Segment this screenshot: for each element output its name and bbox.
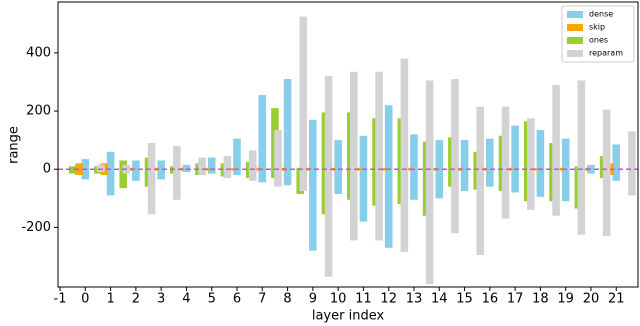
bar <box>299 16 308 192</box>
bar <box>274 129 282 187</box>
bar <box>233 138 241 176</box>
x-tick-label: 21 <box>608 292 625 307</box>
bar <box>527 118 535 210</box>
x-tick-label: 14 <box>431 292 448 307</box>
x-tick-label: 4 <box>182 292 190 307</box>
bar <box>350 71 358 241</box>
bar <box>324 76 333 277</box>
bar <box>612 144 621 181</box>
x-tick-label: 9 <box>309 292 317 307</box>
legend-label: ones <box>589 36 608 45</box>
bar <box>384 105 393 248</box>
x-tick-label: 16 <box>482 292 499 307</box>
bar <box>476 106 485 256</box>
y-tick-label: 200 <box>26 104 51 119</box>
x-tick-label: 7 <box>258 292 266 307</box>
bar <box>511 125 519 193</box>
legend-swatch <box>567 37 583 44</box>
bar <box>602 109 611 237</box>
bar <box>435 140 444 199</box>
bar <box>207 157 216 174</box>
x-tick-label: 3 <box>157 292 165 307</box>
x-tick-label: 13 <box>406 292 423 307</box>
bar <box>309 119 317 251</box>
bar <box>173 145 181 200</box>
x-tick-label: 11 <box>355 292 372 307</box>
legend-box <box>561 5 635 63</box>
bar <box>536 129 545 197</box>
bar <box>425 80 434 285</box>
bar <box>119 160 128 189</box>
bar <box>552 84 560 216</box>
bar <box>106 151 115 196</box>
bar <box>451 79 459 234</box>
legend-swatch <box>567 50 583 57</box>
y-axis-label: range <box>7 126 22 164</box>
x-tick-label: 17 <box>507 292 524 307</box>
x-tick-label: 1 <box>106 292 114 307</box>
bar <box>132 160 140 181</box>
bar <box>248 150 257 181</box>
legend-label: skip <box>589 23 605 32</box>
legend-swatch <box>567 11 583 18</box>
legend-label: dense <box>589 10 613 19</box>
legend-label: reparam <box>589 49 623 58</box>
x-tick-label: 19 <box>557 292 574 307</box>
bar <box>198 157 206 176</box>
bar <box>460 140 469 192</box>
bar <box>486 138 494 187</box>
bar <box>628 131 636 196</box>
x-tick-label: 15 <box>456 292 473 307</box>
y-tick-label: -200 <box>21 220 51 235</box>
bar <box>258 95 267 183</box>
y-tick-label: 0 <box>43 162 51 177</box>
bar <box>68 166 77 174</box>
bar <box>577 80 586 235</box>
x-tick-label: 6 <box>233 292 241 307</box>
bar <box>283 79 292 186</box>
bar <box>501 106 510 219</box>
x-tick-label: 18 <box>532 292 549 307</box>
y-tick-label: 400 <box>26 45 51 60</box>
bar <box>375 71 383 241</box>
plot-frame <box>57 1 639 288</box>
x-tick-label: 12 <box>380 292 397 307</box>
bar <box>157 160 165 180</box>
x-tick-label: 8 <box>283 292 291 307</box>
x-tick-label: 5 <box>208 292 216 307</box>
bar <box>359 135 368 222</box>
legend-swatch <box>567 24 583 31</box>
bar <box>400 58 409 253</box>
x-axis-label: layer index <box>312 309 385 324</box>
bar <box>334 140 342 194</box>
x-tick-label: 10 <box>330 292 347 307</box>
x-tick-label: 2 <box>132 292 140 307</box>
bar <box>147 143 156 215</box>
bar <box>410 134 418 200</box>
x-tick-label: -1 <box>54 292 67 307</box>
x-tick-label: 0 <box>81 292 89 307</box>
bar <box>223 156 232 178</box>
x-tick-label: 20 <box>583 292 600 307</box>
